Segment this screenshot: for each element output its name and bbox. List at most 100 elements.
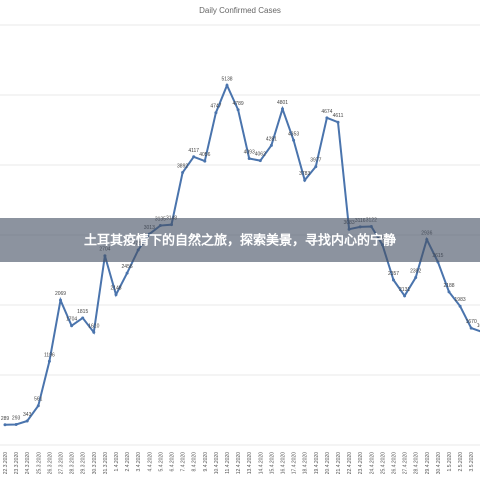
point (247, 156, 251, 160)
x-tick-label: 22.4.2020 (347, 452, 353, 474)
x-tick-label: 26.4.2020 (392, 452, 398, 474)
value-label: 343 (23, 412, 32, 418)
value-label: 1670 (466, 319, 477, 325)
x-tick-label: 26.3.2020 (47, 452, 53, 474)
chart-title: Daily Confirmed Cases (199, 6, 281, 15)
value-label: 1614 (477, 323, 480, 329)
value-label: 2188 (443, 283, 454, 289)
point (25, 419, 29, 423)
x-tick-label: 25.4.2020 (380, 452, 386, 474)
x-tick-label: 16.4.2020 (281, 452, 287, 474)
value-label: 4801 (277, 100, 288, 106)
point (59, 298, 62, 302)
value-label: 1704 (66, 317, 77, 323)
value-label: 2148 (110, 286, 121, 292)
x-tick-label: 24.3.2020 (25, 452, 31, 474)
x-tick-label: 6.4.2020 (170, 452, 176, 472)
x-tick-label: 13.4.2020 (247, 452, 253, 474)
x-tick-label: 23.3.2020 (14, 452, 20, 474)
value-label: 4674 (321, 109, 332, 115)
x-tick-label: 27.3.2020 (59, 452, 65, 474)
x-tick-label: 22.3.2020 (3, 452, 9, 474)
value-label: 4789 (233, 101, 244, 107)
x-tick-label: 1.4.2020 (114, 452, 120, 472)
x-tick-label: 31.3.2020 (103, 452, 109, 474)
value-label: 4353 (288, 131, 299, 137)
point (225, 83, 229, 87)
x-tick-label: 3.4.2020 (136, 452, 142, 472)
point (192, 155, 196, 159)
point (469, 326, 473, 330)
x-tick-label: 10.4.2020 (214, 452, 220, 474)
point (258, 159, 262, 163)
x-tick-label: 8.4.2020 (192, 452, 198, 472)
x-tick-label: 29.4.2020 (425, 452, 431, 474)
series-line (4, 82, 480, 426)
x-tick-label: 2.4.2020 (125, 452, 131, 472)
value-label: 1815 (77, 309, 88, 315)
value-label: 1196 (44, 352, 55, 358)
x-tick-label: 4.4.2020 (147, 452, 153, 472)
banner-text: 土耳其疫情下的自然之旅，探索美景，寻找内心的宁静 (84, 232, 396, 247)
value-label: 2392 (410, 269, 421, 275)
point (70, 324, 74, 328)
value-label: 3892 (177, 164, 188, 170)
value-label: 4062 (255, 152, 266, 158)
point (458, 304, 462, 308)
value-label: 3783 (299, 171, 310, 177)
x-tick-label: 15.4.2020 (269, 452, 275, 474)
x-tick-label: 3.5.2020 (469, 452, 475, 472)
value-label: 2069 (55, 291, 66, 297)
x-tick-label: 24.4.2020 (369, 452, 375, 474)
point (281, 107, 284, 111)
point (47, 359, 51, 363)
point (125, 271, 129, 275)
point (14, 422, 18, 426)
point (214, 111, 218, 115)
point (81, 316, 85, 320)
value-label: 1610 (88, 323, 99, 329)
x-tick-label: 11.4.2020 (225, 452, 231, 474)
value-label: 289 (1, 416, 10, 422)
x-tick-label: 20.4.2020 (325, 452, 331, 474)
x-tick-label: 30.4.2020 (436, 452, 442, 474)
value-label: 1983 (455, 297, 466, 303)
value-label: 5138 (221, 76, 232, 82)
point (292, 138, 296, 142)
point (303, 178, 307, 182)
x-tick-label: 2.5.2020 (458, 452, 464, 472)
point (392, 278, 395, 282)
x-tick-label: 1.5.2020 (447, 452, 453, 472)
point (314, 165, 318, 169)
value-label: 293 (12, 415, 21, 421)
x-tick-label: 19.4.2020 (314, 452, 320, 474)
x-tick-label: 9.4.2020 (203, 452, 209, 472)
x-tick-label: 17.4.2020 (292, 452, 298, 474)
value-label: 4056 (199, 152, 210, 158)
point (269, 143, 273, 147)
value-label: 4281 (266, 136, 277, 142)
point (92, 330, 96, 334)
value-label: 2456 (122, 264, 133, 270)
point (36, 404, 40, 408)
x-tick-label: 21.4.2020 (336, 452, 342, 474)
x-tick-label: 12.4.2020 (236, 452, 242, 474)
value-label: 4611 (333, 113, 344, 119)
point (336, 120, 340, 124)
point (325, 116, 329, 120)
value-label: 4747 (210, 104, 221, 110)
point (181, 171, 185, 175)
point (3, 423, 7, 427)
x-tick-label: 28.3.2020 (70, 452, 76, 474)
x-tick-label: 25.3.2020 (36, 452, 42, 474)
point (403, 294, 407, 298)
x-tick-label: 30.3.2020 (92, 452, 98, 474)
x-tick-label: 27.4.2020 (403, 452, 409, 474)
point (114, 293, 118, 297)
x-tick-label: 28.4.2020 (414, 452, 420, 474)
value-label: 4093 (244, 149, 255, 155)
value-label: 561 (34, 397, 43, 403)
x-tick-label: 23.4.2020 (358, 452, 364, 474)
x-tick-label: 29.3.2020 (81, 452, 87, 474)
